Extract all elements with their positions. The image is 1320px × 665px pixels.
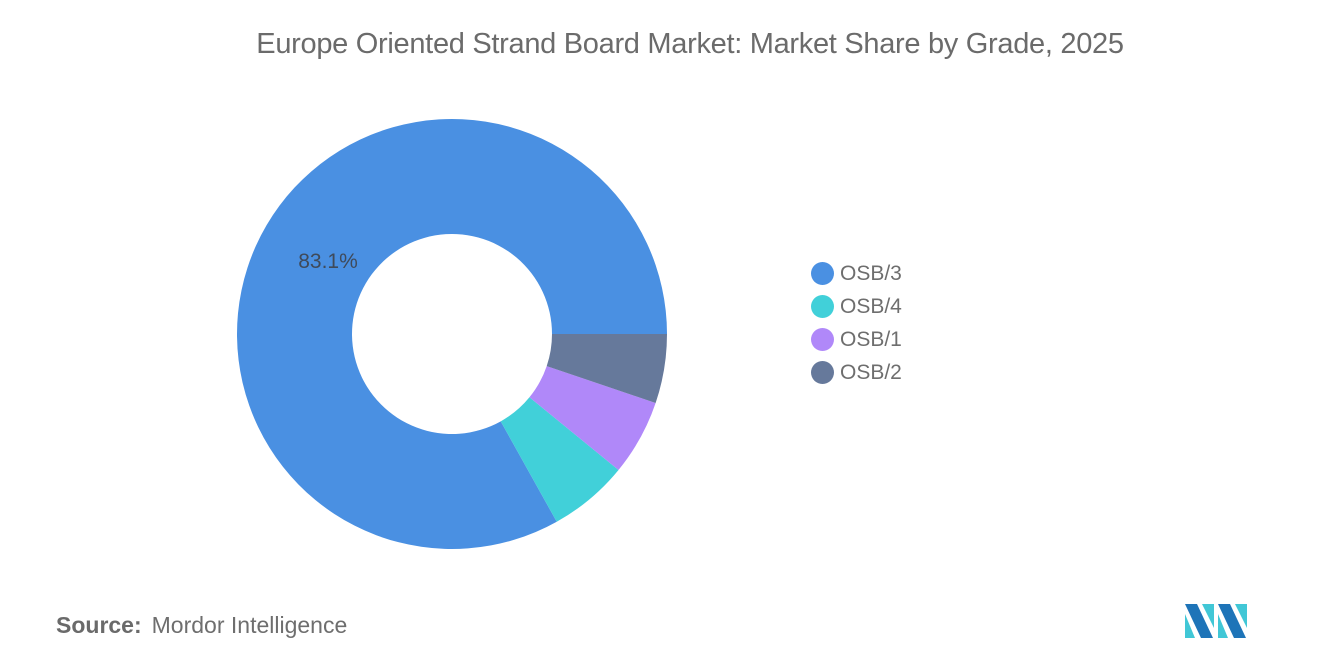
legend-label: OSB/2 <box>840 360 902 384</box>
legend-item-osb2: OSB/2 <box>811 356 902 389</box>
legend-item-osb1: OSB/1 <box>811 323 902 356</box>
legend-swatch-icon <box>811 262 834 285</box>
slice-label-osb3: 83.1% <box>298 250 358 273</box>
source-label: Source: <box>56 612 142 638</box>
legend-item-osb4: OSB/4 <box>811 290 902 323</box>
chart-title: Europe Oriented Strand Board Market: Mar… <box>256 28 1124 60</box>
legend: OSB/3 OSB/4 OSB/1 OSB/2 <box>811 257 902 389</box>
slice-osb4 <box>500 397 619 522</box>
source-note: Source: Mordor Intelligence <box>56 612 347 639</box>
legend-label: OSB/3 <box>840 261 902 285</box>
legend-item-osb3: OSB/3 <box>811 257 902 290</box>
legend-label: OSB/4 <box>840 294 902 318</box>
donut-slices <box>236 118 668 550</box>
legend-swatch-icon <box>811 295 834 318</box>
mordor-intelligence-logo-icon <box>1185 604 1247 638</box>
slice-osb1 <box>529 366 656 471</box>
legend-swatch-icon <box>811 361 834 384</box>
slice-osb2 <box>546 334 667 404</box>
legend-swatch-icon <box>811 328 834 351</box>
source-value: Mordor Intelligence <box>151 612 348 638</box>
slice-osb3 <box>236 118 668 550</box>
legend-label: OSB/1 <box>840 327 902 351</box>
